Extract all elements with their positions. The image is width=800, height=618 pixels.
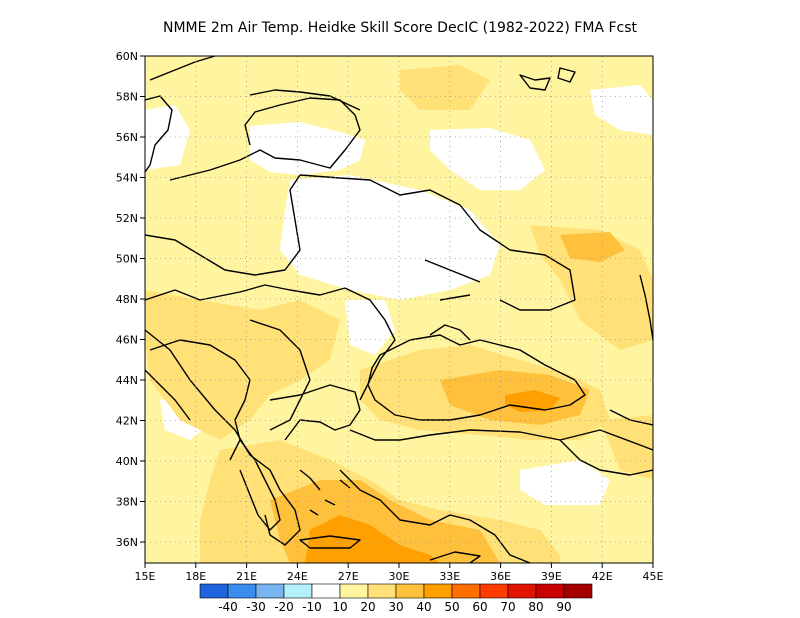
colorbar-box: [395, 583, 425, 599]
lon-label-45e: 45E: [643, 570, 664, 583]
shade-40-50: [305, 515, 440, 563]
colorbar-box: [535, 583, 565, 599]
colorbar-label: -10: [302, 600, 322, 614]
colorbar-label: 90: [556, 600, 571, 614]
shade-20-30: [600, 415, 653, 480]
lake-outline: [557, 67, 576, 83]
coastline-black-sea: [367, 334, 586, 421]
lon-label-42e: 42E: [592, 570, 613, 583]
colorbar-box: [423, 583, 453, 599]
colorbar-box: [227, 583, 257, 599]
shaded-skill-areas: [145, 65, 653, 563]
coastline-anatolia-south: [339, 469, 531, 563]
border-line: [299, 174, 576, 311]
shade-20-30: [400, 65, 490, 110]
colorbar-label: 80: [528, 600, 543, 614]
lon-label-24e: 24E: [287, 570, 308, 583]
colorbar-box: [283, 583, 313, 599]
colorbar-box: [367, 583, 397, 599]
border-line: [169, 97, 361, 181]
coastline-crimea: [429, 324, 471, 341]
lon-label-36e: 36E: [490, 570, 511, 583]
border-line: [145, 174, 301, 276]
shade-30-40: [560, 232, 625, 262]
tick-marks: [140, 55, 654, 568]
map-title: NMME 2m Air Temp. Heidke Skill Score Dec…: [163, 20, 637, 36]
border-line: [149, 56, 216, 81]
shade-20-30: [530, 225, 653, 350]
colorbar-box: [451, 583, 481, 599]
lat-label-38n: 38N: [116, 496, 138, 509]
colorbar-label: 60: [472, 600, 487, 614]
colorbar-box: [255, 583, 285, 599]
lat-label-50n: 50N: [116, 253, 138, 266]
shade-white-region: [520, 460, 610, 505]
coastline-italy: [145, 369, 191, 421]
coastline-crete: [299, 535, 361, 549]
shade-white-region: [430, 128, 545, 190]
lat-label-48n: 48N: [116, 293, 138, 306]
lat-label-46n: 46N: [116, 334, 138, 347]
border-line: [609, 409, 653, 426]
lat-label-52n: 52N: [116, 212, 138, 225]
lat-label-42n: 42N: [116, 415, 138, 428]
border-line: [269, 384, 361, 441]
lake-outline: [519, 74, 551, 91]
colorbar-label: -30: [246, 600, 266, 614]
colorbar-label: 10: [332, 600, 347, 614]
country-borders: [145, 56, 653, 563]
lon-label-18e: 18E: [185, 570, 206, 583]
border-line: [559, 439, 653, 476]
lat-label-54n: 54N: [116, 172, 138, 185]
coastline-turkey: [349, 429, 653, 451]
colorbar-box: [339, 583, 369, 599]
lon-label-39e: 39E: [541, 570, 562, 583]
border-line: [145, 284, 346, 301]
colorbar-label: 40: [416, 600, 431, 614]
tick-mark: [140, 55, 145, 543]
border-line: [249, 89, 361, 111]
shade-white-region: [590, 85, 653, 135]
shade-white-region: [145, 105, 190, 170]
shade-white-region: [250, 122, 365, 175]
coastline-cyprus: [429, 551, 481, 563]
lat-label-56n: 56N: [116, 131, 138, 144]
colorbar-box: [479, 583, 509, 599]
lat-label-40n: 40N: [116, 455, 138, 468]
coastline-caspian: [639, 274, 653, 341]
tick-mark: [144, 563, 654, 568]
lat-label-60n: 60N: [116, 50, 138, 63]
colorbar-box: [199, 583, 229, 599]
colorbar-label: 70: [500, 600, 515, 614]
lon-label-33e: 33E: [439, 570, 460, 583]
colorbar-label: 30: [388, 600, 403, 614]
colorbar-label: 20: [360, 600, 375, 614]
colorbar-label: -40: [218, 600, 238, 614]
latitude-labels: 60N 58N 56N 54N 52N 50N 48N 46N 44N 42N …: [116, 50, 138, 549]
lat-label-44n: 44N: [116, 374, 138, 387]
longitude-labels: 15E 18E 21E 24E 27E 30E 33E 36E 39E 42E …: [135, 570, 664, 583]
lon-label-21e: 21E: [236, 570, 257, 583]
colorbar-label: -20: [274, 600, 294, 614]
lat-label-36n: 36N: [116, 536, 138, 549]
coastline-greece: [239, 439, 281, 531]
colorbar-box: [311, 583, 341, 599]
colorbar: [199, 583, 593, 599]
lon-label-27e: 27E: [338, 570, 359, 583]
border-line: [145, 95, 173, 173]
coastline-aegean-islands: [299, 469, 351, 516]
colorbar-box: [563, 583, 593, 599]
colorbar-box: [507, 583, 537, 599]
lon-label-30e: 30E: [389, 570, 410, 583]
lat-label-58n: 58N: [116, 91, 138, 104]
colorbar-labels: -40 -30 -20 -10 10 20 30 40 50 60 70 80 …: [218, 600, 571, 614]
colorbar-label: 50: [444, 600, 459, 614]
shade-20-30: [145, 290, 340, 440]
shade-white-region: [345, 300, 395, 355]
lon-label-15e: 15E: [135, 570, 156, 583]
